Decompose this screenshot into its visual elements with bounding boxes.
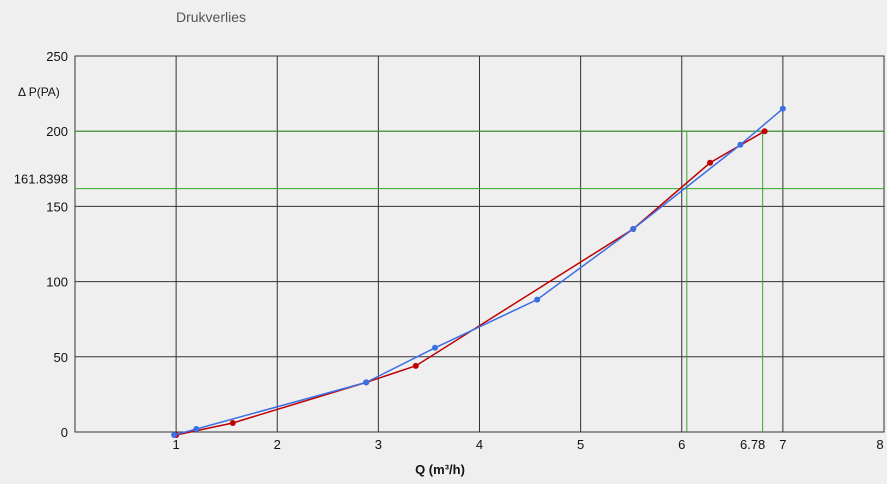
x-tick-label: 1 [173, 437, 180, 452]
data-point-series-2 [171, 432, 178, 439]
data-point-series-2 [534, 296, 541, 303]
annotations [75, 130, 884, 432]
data-point-series-2 [363, 379, 370, 386]
y-tick-label: 250 [46, 49, 68, 64]
y-tick-label: 200 [46, 124, 68, 139]
data-point-series-2 [630, 225, 637, 232]
data-point-series-1 [707, 159, 714, 166]
data-point-series-1 [761, 128, 768, 135]
series [171, 105, 786, 439]
data-point-series-2 [432, 344, 439, 351]
y-axis-label: Δ P(PA) [18, 85, 60, 99]
reference-hline-label: 161.8398 [14, 172, 68, 187]
x-tick-label: 8 [876, 437, 883, 452]
x-tick-label: 3 [375, 437, 382, 452]
data-point-series-2 [193, 425, 200, 432]
y-tick-label: 150 [46, 199, 68, 214]
y-tick-label: 0 [61, 425, 68, 440]
data-point-series-1 [412, 362, 419, 369]
data-point-series-2 [737, 141, 744, 148]
chart-title: Drukverlies [176, 9, 246, 25]
x-tick-label: 4 [476, 437, 483, 452]
series-line-2 [173, 108, 784, 436]
x-tick-label: 2 [274, 437, 281, 452]
reference-vline-label: 6.78 [740, 437, 765, 452]
x-axis-label: Q (m³/h) [415, 462, 465, 477]
y-tick-label: 100 [46, 275, 68, 290]
series-line-1 [175, 130, 766, 436]
y-tick-label: 50 [54, 350, 68, 365]
data-point-series-1 [229, 419, 236, 426]
tick-labels: 0 50 100 150 200 250 1 2 3 4 5 6 7 8 161.8398 6.78 [14, 49, 884, 452]
x-tick-label: 6 [678, 437, 685, 452]
x-tick-label: 7 [779, 437, 786, 452]
data-point-series-2 [779, 105, 786, 112]
x-tick-label: 5 [577, 437, 584, 452]
